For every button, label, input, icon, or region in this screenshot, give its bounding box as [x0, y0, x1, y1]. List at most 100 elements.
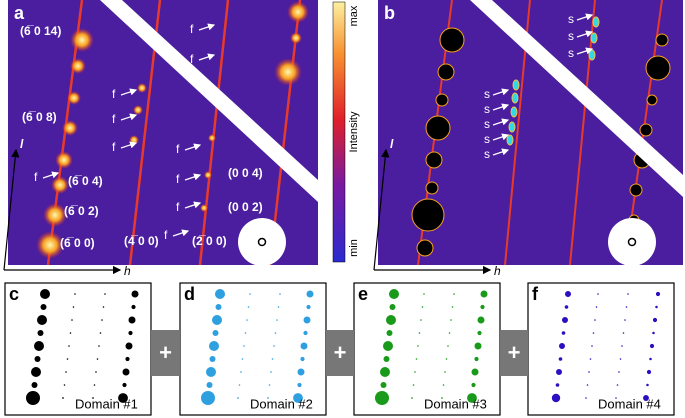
panel-label: e [358, 284, 368, 304]
s-peak [511, 92, 519, 104]
reflection-label: (6̅ 0 2) [64, 204, 99, 218]
domain-peak [96, 358, 99, 360]
peak [208, 134, 216, 142]
plus: + [508, 340, 521, 365]
domain-peak [209, 341, 219, 351]
domain-peak [68, 345, 70, 347]
domain-peak [418, 332, 421, 334]
domain-peak [597, 293, 599, 295]
domain-peak [412, 384, 415, 386]
domain-peak [595, 306, 598, 308]
domain-peak [622, 332, 625, 334]
domain-peak [276, 319, 278, 321]
domain-peak [201, 391, 215, 405]
domain-peak [585, 397, 587, 399]
domain-peak [300, 356, 305, 362]
bragg-peak [435, 93, 449, 107]
streak [569, 0, 596, 265]
domain-peak [389, 289, 399, 299]
domain-peak [649, 357, 652, 361]
f-label: f [176, 200, 180, 214]
f-label: f [112, 140, 116, 154]
domain-peak [74, 293, 76, 295]
domain-peak [474, 356, 479, 362]
bragg-peak [425, 115, 451, 141]
domain-peak [62, 397, 64, 399]
domain-peak [561, 331, 566, 335]
colorbar-label: Intensity [348, 111, 360, 152]
domain-peak [240, 371, 242, 373]
domain-peak [423, 293, 425, 295]
domain-peak [241, 358, 244, 360]
peak [67, 91, 81, 105]
arrow [198, 23, 216, 31]
domain-peak [93, 384, 96, 386]
domain-peak [206, 367, 216, 377]
connector [326, 330, 354, 376]
domain-peak [474, 342, 482, 350]
domain-peak [389, 304, 396, 310]
bragg-peak [639, 123, 653, 137]
peak [55, 151, 73, 169]
mask-stripe [100, 0, 318, 202]
bragg-peak [646, 94, 658, 106]
domain-peak [467, 393, 477, 403]
peak [200, 204, 208, 212]
domain-peak [447, 345, 449, 347]
plus: + [159, 340, 172, 365]
domain-peak [125, 356, 130, 362]
l-label: l [20, 137, 24, 151]
panel-a [8, 0, 318, 265]
mask-stripe [470, 0, 683, 197]
domain-box [527, 282, 675, 416]
domain-peak [215, 304, 222, 310]
domain-peak [271, 358, 274, 360]
domain-peak [558, 357, 563, 361]
domain-peak [420, 319, 422, 321]
panel-label: c [9, 284, 19, 304]
bragg-peak [645, 55, 671, 81]
reflection-label: (6̅ 0 8) [22, 110, 57, 124]
arrow [42, 171, 60, 179]
beamstop-center [627, 237, 637, 247]
domain-peak [72, 306, 75, 308]
domain-peak [655, 291, 661, 297]
domain-peak [273, 345, 275, 347]
domain-peak [31, 382, 38, 388]
h-label: h [494, 264, 501, 278]
domain-peak [586, 384, 589, 386]
arrow [120, 88, 138, 96]
streak [268, 0, 302, 265]
domain-peak [471, 382, 476, 388]
domain-peak [131, 290, 139, 298]
domain-peak [303, 330, 308, 336]
domain-peak [212, 330, 219, 336]
colorbar-label: max [348, 5, 360, 26]
reflection-label: (0 0 2) [228, 200, 263, 214]
arrow [492, 148, 510, 156]
l-label: l [390, 137, 394, 151]
domain-peak [71, 319, 73, 321]
domain-peak [591, 345, 593, 347]
panel-label: f [532, 284, 539, 304]
domain-peak [618, 371, 620, 373]
f-label: f [190, 22, 194, 36]
s-label: s [484, 102, 490, 116]
domain-peak [615, 397, 617, 399]
domain-peak [480, 304, 485, 310]
panel-label: b [384, 3, 395, 23]
reflection-label: (6̅ 0 14) [20, 24, 61, 38]
bragg-peak [425, 181, 439, 195]
s-peak [508, 121, 516, 133]
arrow [184, 173, 202, 181]
domain-peak [589, 358, 592, 360]
domain-peak [380, 382, 387, 388]
s-label: s [484, 132, 490, 146]
domain-peak [243, 345, 245, 347]
panel-label: a [14, 3, 25, 23]
domain-peak [306, 304, 311, 310]
arrow [172, 229, 190, 237]
f-label: f [112, 87, 116, 101]
domain-peak [215, 289, 225, 299]
domain-peak [37, 315, 47, 325]
